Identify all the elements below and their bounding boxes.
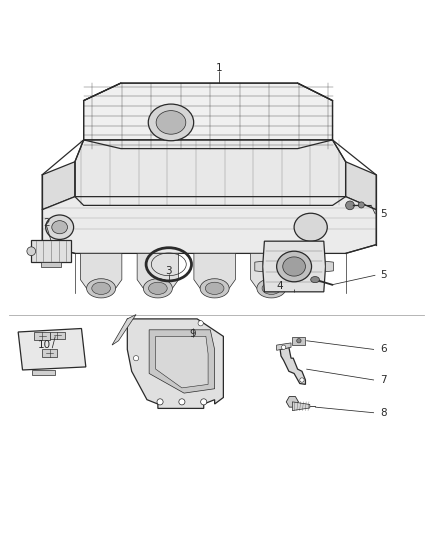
Polygon shape [42,349,57,357]
Circle shape [282,345,286,350]
Polygon shape [81,253,122,288]
Ellipse shape [205,282,224,294]
Polygon shape [155,336,208,388]
Polygon shape [263,241,325,292]
Ellipse shape [46,215,74,239]
Polygon shape [32,370,55,375]
Circle shape [358,202,364,208]
Text: 9: 9 [190,329,196,339]
Ellipse shape [262,282,281,294]
Text: 5: 5 [381,270,387,280]
Ellipse shape [92,282,110,294]
Polygon shape [75,140,346,205]
Polygon shape [18,328,86,370]
Polygon shape [112,314,136,345]
Ellipse shape [87,279,116,298]
Text: 4: 4 [277,281,283,291]
Circle shape [201,399,207,405]
Text: 8: 8 [381,408,387,418]
Text: 5: 5 [381,209,387,219]
Polygon shape [251,253,292,288]
Circle shape [346,201,354,210]
Polygon shape [325,261,333,272]
Polygon shape [346,161,376,210]
Polygon shape [42,161,75,210]
Polygon shape [34,333,50,340]
Text: 6: 6 [381,344,387,354]
Polygon shape [137,253,179,288]
Ellipse shape [283,257,305,276]
Ellipse shape [27,247,35,256]
Ellipse shape [257,279,286,298]
Ellipse shape [200,279,229,298]
Text: 10: 10 [38,340,51,350]
Text: 2: 2 [43,218,50,228]
Polygon shape [292,402,310,410]
Polygon shape [194,253,235,288]
Ellipse shape [156,111,186,134]
Ellipse shape [311,277,319,282]
Polygon shape [292,337,305,345]
Circle shape [134,356,139,361]
Ellipse shape [294,213,327,241]
Polygon shape [84,83,332,149]
Ellipse shape [52,221,67,234]
Ellipse shape [148,104,194,141]
Polygon shape [280,348,305,384]
Polygon shape [127,319,223,408]
Circle shape [179,399,185,405]
Text: 3: 3 [166,266,172,276]
Text: 7: 7 [381,375,387,385]
Circle shape [297,338,301,343]
Ellipse shape [148,282,167,294]
Text: 1: 1 [215,63,223,73]
Polygon shape [31,240,71,262]
Circle shape [198,321,203,326]
Polygon shape [277,343,291,350]
Polygon shape [149,330,215,393]
Polygon shape [49,332,65,340]
Polygon shape [255,261,263,272]
Ellipse shape [277,251,311,282]
Circle shape [300,378,304,382]
Polygon shape [42,197,376,253]
Circle shape [157,399,163,405]
Polygon shape [41,262,60,266]
Ellipse shape [143,279,173,298]
